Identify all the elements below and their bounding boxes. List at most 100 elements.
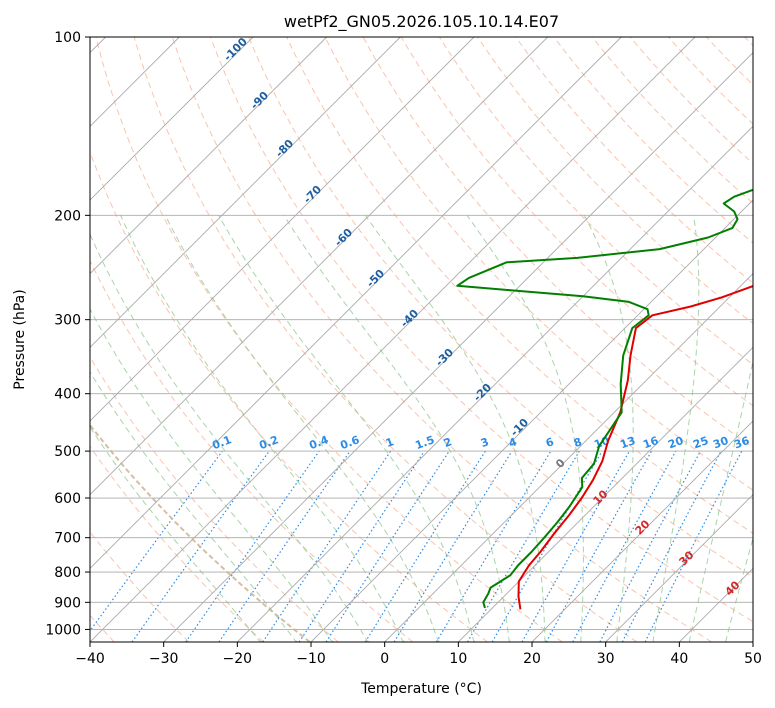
isotherm-line [90,37,548,496]
isotherm-label: -60 [332,226,355,249]
moist-adiabat-label: 10 [591,487,611,507]
mixing-ratio-line [262,450,392,642]
mixing-ratio-line [185,450,320,642]
mixing-ratio-label: 0.6 [338,433,361,452]
mixing-ratio-label: 0.1 [210,433,233,452]
mixing-ratio-label: 1 [384,435,396,450]
mixing-ratio-line [218,450,351,642]
moist-adiabat-label: 20 [633,517,653,537]
dry-adiabat-line [629,37,753,165]
plot-frame [89,36,754,643]
dry-adiabats [90,37,753,642]
mixing-ratio-line [393,450,513,642]
isotherm-label: -40 [398,307,421,330]
dry-adiabat-line [210,37,753,623]
isotherm-line [531,420,753,642]
isotherm-line [90,37,254,201]
moist-adiabat-line [762,215,775,642]
mixing-ratio-label: 30 [711,434,730,452]
moist-adiabat-line [218,215,476,642]
mixing-ratio-label: 8 [572,435,584,450]
dewpoint-profile-line [456,188,753,609]
isotherm-label: -30 [433,346,456,369]
isotherm-line [90,37,696,642]
moist-adiabats [90,215,775,642]
mixing-ratio-label: 25 [691,434,710,451]
y-tick-label: 200 [54,208,81,224]
mixing-ratio-label: 3 [479,435,491,450]
y-tick-label: 800 [54,565,81,581]
isotherm-label: -100 [221,35,250,64]
moist-adiabat-label: 30 [677,548,697,568]
dry-adiabat-line [706,37,753,86]
isotherm-line [752,641,753,642]
isotherm-label: -80 [273,137,296,160]
mixing-ratio-line [491,450,603,642]
mixing-ratio-label: 13 [618,434,637,451]
temperature-profile-line [517,285,753,610]
mixing-ratio-label: 2 [442,435,454,450]
isotherm-line [90,37,401,348]
mixing-ratio-line [90,450,223,632]
dry-adiabat-line [515,37,753,284]
dry-adiabat-line [90,531,190,642]
y-axis-label: Pressure (hPa) [12,289,28,389]
moist-adiabat-line [283,215,512,642]
dry-adiabat-line [133,37,638,642]
x-axis-label: Temperature (°C) [360,681,482,697]
dry-adiabat-line [553,37,753,244]
moist-adiabat-line [688,358,753,642]
y-tick-label: 600 [54,491,81,507]
moist-adiabat-label: 0 [553,456,568,471]
mixing-ratio-line [435,450,552,642]
isotherm-line [163,52,753,642]
isotherm-line [90,37,622,569]
dry-adiabat-line [90,150,488,642]
mixing-ratio-label: 36 [732,434,751,452]
profile-series [456,188,753,610]
mixing-ratio-label: 16 [641,434,660,452]
dry-adiabat-line [90,356,339,642]
moist-adiabat-line [652,215,700,642]
dry-adiabat-line [591,37,753,204]
mixing-ratio-label: 1.5 [413,433,436,452]
dry-adiabat-line [324,37,753,491]
dry-adiabat-line [400,37,753,407]
mixing-ratio-label: 4 [507,435,519,450]
chart-title: wetPf2_GN05.2026.105.10.14.E07 [284,12,559,32]
y-tick-label: 700 [54,531,81,547]
mixing-ratio-line [364,450,486,642]
y-axis: 100 200 300 400 500 600 700 800 900 1000 [45,30,90,638]
isotherms [90,37,753,642]
x-tick-label: −20 [223,651,253,667]
x-axis: −40 −30 −20 −10 0 10 20 30 40 50 [75,642,762,667]
x-tick-label: −40 [75,651,105,667]
dry-adiabat-line [171,37,712,642]
mixing-ratio-line [545,450,653,642]
x-tick-label: −10 [296,651,326,667]
isotherm-line [605,494,753,642]
theta-curve [90,423,311,642]
isotherm-line [384,273,753,642]
mixing-ratio-label: 20 [666,434,685,452]
mixing-ratio-label: 0.4 [307,433,330,452]
isotherm-label: -50 [364,267,387,290]
isotherm-label: -20 [471,381,494,404]
moist-adiabat-line [120,215,406,642]
moist-adiabat-line [583,215,634,642]
mixing-ratio-line [298,450,425,642]
isobars [90,37,753,630]
moist-adiabat-line [90,370,299,642]
mixing-ratio-label: 0.2 [257,433,280,452]
moist-adiabat-line [725,536,753,642]
x-tick-label: 20 [523,651,541,667]
isotherm-label: -90 [248,89,271,112]
x-tick-label: 0 [380,651,389,667]
isotherm-line [458,346,753,642]
mixing-ratio-line [599,450,702,642]
mixing-ratio-label: 6 [544,435,556,450]
x-tick-label: 10 [449,651,467,667]
y-tick-label: 900 [54,595,81,611]
x-tick-label: −30 [149,651,179,667]
y-tick-label: 300 [54,313,81,329]
